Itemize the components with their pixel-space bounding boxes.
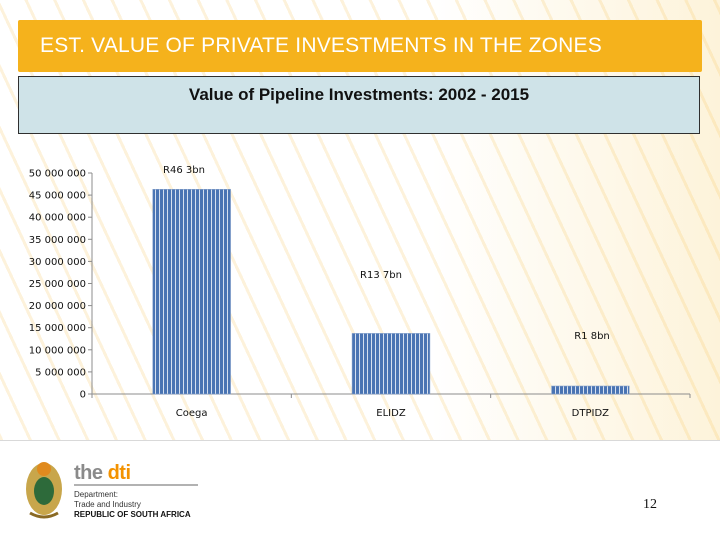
x-tick-label: DTPIDZ	[572, 408, 609, 419]
y-tick-label: 0	[80, 390, 86, 401]
chart-title-box: Value of Pipeline Investments: 2002 - 20…	[18, 76, 700, 134]
y-tick-label: 30 000 000	[29, 257, 86, 268]
bar-coega	[152, 189, 231, 395]
y-tick-label: 10 000 000	[29, 345, 86, 356]
x-tick-label: ELIDZ	[376, 408, 406, 419]
dept-line-2: Trade and Industry	[74, 500, 141, 509]
coat-of-arms-logo	[26, 462, 198, 519]
footer-divider	[0, 440, 720, 441]
dti-logo-text: the dti	[74, 462, 131, 485]
chart-title: Value of Pipeline Investments: 2002 - 20…	[188, 85, 530, 104]
bar-chart: 0 5 000 000 10 000 000 15 000 000 20 000 000…	[29, 165, 691, 419]
dti-prefix: the	[74, 462, 108, 484]
department-block: Department: Trade and Industry REPUBLIC …	[74, 490, 191, 520]
y-tick-label: 35 000 000	[29, 235, 86, 246]
data-label: R46 3bn	[163, 165, 205, 176]
y-tick-label: 45 000 000	[29, 191, 86, 202]
slide-title-bar: EST. VALUE OF PRIVATE INVESTMENTS IN THE…	[18, 20, 702, 72]
data-label: R13 7bn	[360, 270, 402, 281]
bar-dtpidz	[551, 385, 630, 395]
y-tick-label: 50 000 000	[29, 169, 86, 180]
dept-line-3: REPUBLIC OF SOUTH AFRICA	[74, 510, 191, 519]
y-tick-label: 25 000 000	[29, 279, 86, 290]
data-label: R1 8bn	[574, 331, 610, 342]
y-tick-label: 40 000 000	[29, 213, 86, 224]
dept-line-1: Department:	[74, 490, 119, 499]
page-number: 12	[643, 497, 657, 512]
y-tick-label: 20 000 000	[29, 301, 86, 312]
y-tick-label: 15 000 000	[29, 323, 86, 334]
bar-elidz	[351, 333, 431, 395]
slide-title: EST. VALUE OF PRIVATE INVESTMENTS IN THE…	[40, 34, 602, 57]
dti-accent: dti	[107, 462, 131, 484]
x-tick-label: Coega	[176, 408, 208, 419]
y-tick-label: 5 000 000	[35, 367, 86, 378]
